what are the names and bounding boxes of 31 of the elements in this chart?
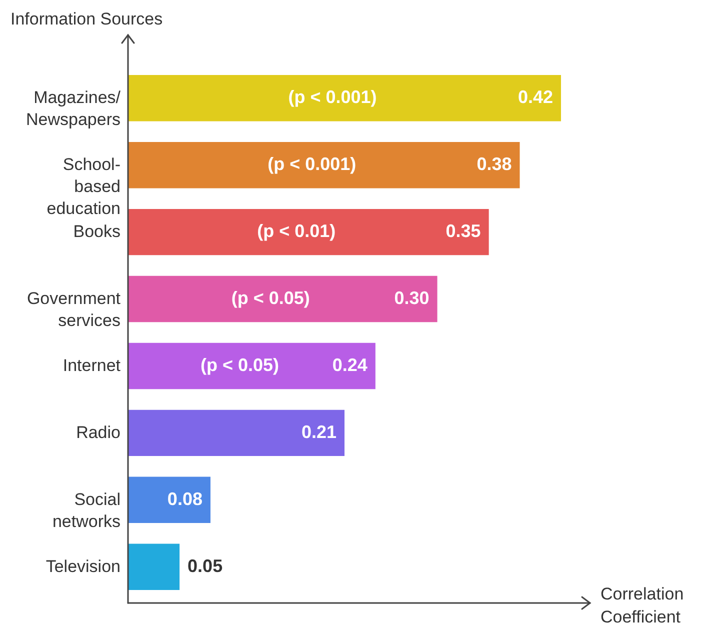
data-label: 0.08 [167,488,202,509]
y-tick-label: Books [73,222,120,242]
bar [128,75,561,122]
bar [128,208,489,256]
y-tick-label: Government services [26,289,121,330]
bar [128,276,438,322]
annotation: (p < 0.001) [268,154,356,174]
data-label: 0.24 [332,354,368,375]
data-label: 0.21 [301,422,336,442]
data-label: 0.05 [188,556,223,576]
y-tick-label: School-based education [46,155,120,218]
y-tick-label: Internet [62,356,121,375]
bar [128,410,344,456]
bar [128,142,520,188]
y-tick-label: Television [46,556,120,576]
data-label: 0.42 [518,87,553,108]
data-label: 0.35 [446,221,481,242]
annotation: (p < 0.01) [257,221,336,242]
data-label: 0.38 [476,154,512,174]
y-axis-title: Information Sources [10,10,163,28]
data-label: 0.30 [394,288,430,308]
y-tick-label: Radio [76,422,120,442]
y-tick-label: Magazines/Newspapers [26,88,121,130]
annotation: (p < 0.001) [288,87,377,108]
bar [128,544,180,590]
bar [128,476,210,523]
annotation: (p < 0.05) [231,288,310,308]
x-axis-title: Correlation Coefficient [600,584,684,626]
y-tick-label: Social networks [52,490,120,531]
annotation: (p < 0.05) [200,354,279,375]
bar [128,342,376,390]
